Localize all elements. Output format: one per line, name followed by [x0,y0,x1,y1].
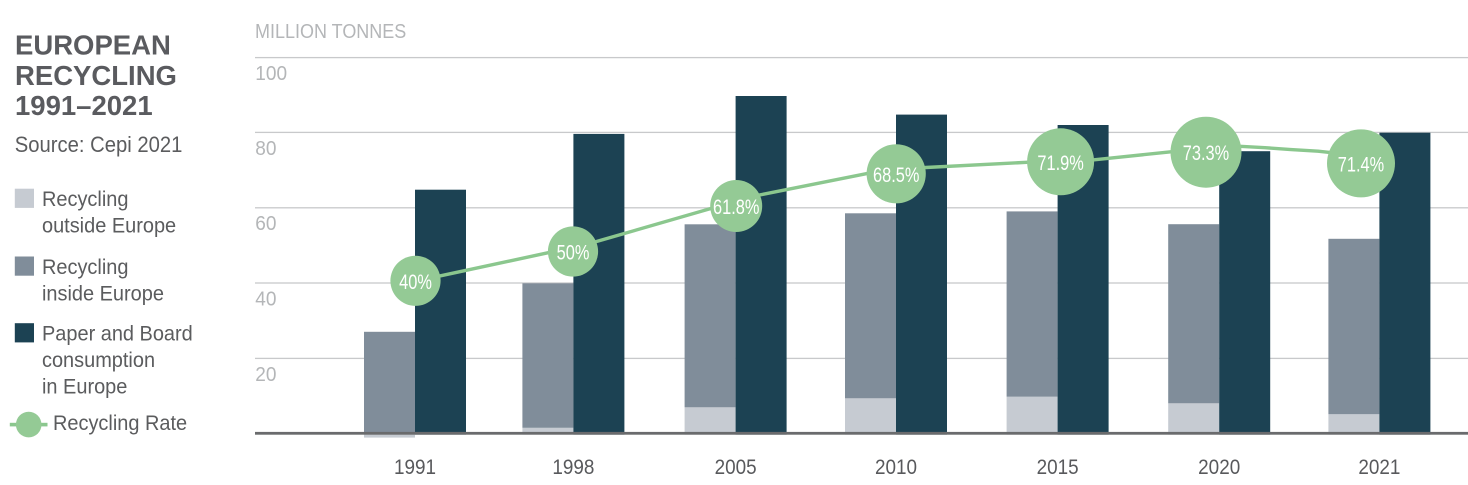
svg-text:71.9%: 71.9% [1037,151,1084,174]
svg-text:consumption: consumption [42,349,155,373]
svg-text:1998: 1998 [552,456,594,479]
svg-text:100: 100 [255,62,287,85]
svg-text:EUROPEAN: EUROPEAN [15,30,171,61]
svg-text:in Europe: in Europe [42,375,127,399]
svg-text:Recycling: Recycling [42,256,128,280]
svg-text:MILLION TONNES: MILLION TONNES [255,21,406,43]
svg-text:68.5%: 68.5% [873,163,920,186]
svg-text:80: 80 [255,137,276,160]
svg-text:2021: 2021 [1358,456,1400,479]
svg-text:2005: 2005 [715,456,757,479]
svg-text:2020: 2020 [1198,456,1240,479]
svg-text:Paper and Board: Paper and Board [42,322,193,346]
svg-text:61.8%: 61.8% [713,195,760,218]
svg-text:40: 40 [255,288,276,311]
svg-text:Source: Cepi 2021: Source: Cepi 2021 [15,133,183,157]
svg-text:71.4%: 71.4% [1338,152,1385,175]
svg-text:Recycling Rate: Recycling Rate [53,411,187,435]
svg-text:Recycling: Recycling [42,188,128,212]
svg-text:50%: 50% [557,241,590,264]
svg-text:2010: 2010 [875,456,917,479]
svg-text:inside Europe: inside Europe [42,282,164,306]
svg-text:40%: 40% [399,270,432,293]
svg-text:1991–2021: 1991–2021 [15,90,153,121]
svg-text:60: 60 [255,213,276,236]
svg-text:20: 20 [255,363,276,386]
svg-text:outside Europe: outside Europe [42,214,176,238]
svg-text:RECYCLING: RECYCLING [15,60,177,91]
svg-text:2015: 2015 [1037,456,1079,479]
svg-text:73.3%: 73.3% [1183,141,1230,164]
svg-text:1991: 1991 [394,456,436,479]
